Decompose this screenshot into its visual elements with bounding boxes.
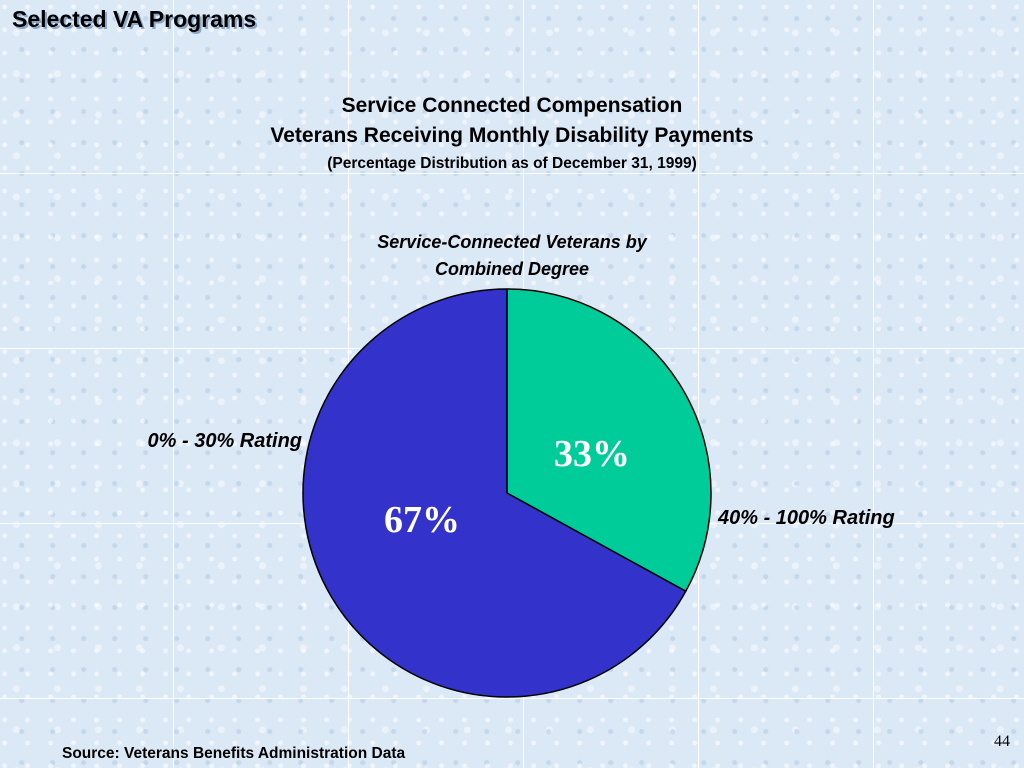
slice-category-label-2: 0% - 30% Rating <box>148 430 302 452</box>
slice-value-label-1: 33% <box>554 433 630 475</box>
section-title: Selected VA Programs <box>12 6 257 32</box>
source-note: Source: Veterans Benefits Administration… <box>62 745 406 762</box>
chart-subtitle-line-2: (Percentage Distribution as of December … <box>327 155 697 172</box>
pie-title-line-2: Combined Degree <box>434 259 590 279</box>
slice-value-label-2: 67% <box>384 499 460 541</box>
pie-title-line-1: Service-Connected Veterans by <box>377 232 647 252</box>
page-number: 44 <box>994 733 1010 750</box>
chart-title: Service Connected Compensation <box>341 94 683 117</box>
chart-subtitle-line-1: Veterans Receiving Monthly Disability Pa… <box>270 124 754 147</box>
pie-slice-1 <box>506 288 712 593</box>
slice-category-label-1: 40% - 100% Rating <box>717 507 895 529</box>
pie-slice-2 <box>302 288 687 698</box>
